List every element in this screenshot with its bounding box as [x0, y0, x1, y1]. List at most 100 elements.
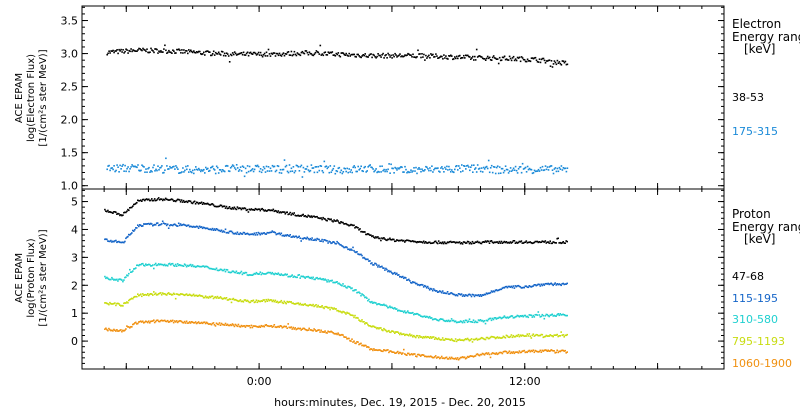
data-point	[397, 55, 399, 57]
data-point	[353, 165, 355, 167]
data-point	[406, 171, 408, 174]
data-point	[223, 297, 226, 299]
data-point	[164, 223, 167, 225]
data-point	[106, 276, 108, 279]
data-point	[475, 171, 478, 173]
data-point	[467, 320, 470, 322]
data-point	[407, 170, 409, 173]
data-point	[396, 331, 398, 333]
data-point	[427, 355, 430, 358]
data-point	[435, 338, 438, 340]
data-point	[446, 291, 449, 293]
data-point	[367, 233, 369, 235]
data-point	[122, 305, 124, 307]
data-point	[445, 242, 448, 245]
data-point	[378, 303, 380, 305]
data-point	[201, 53, 203, 56]
data-point	[433, 318, 436, 320]
data-point	[117, 212, 119, 215]
data-point	[155, 294, 158, 296]
data-point	[557, 313, 559, 315]
data-point	[138, 264, 140, 267]
data-point	[331, 307, 333, 309]
data-point	[459, 356, 462, 359]
data-point	[273, 231, 276, 233]
data-point	[441, 290, 444, 292]
data-point	[116, 278, 118, 281]
data-point	[245, 300, 248, 302]
data-point	[312, 303, 314, 306]
data-point	[550, 314, 552, 316]
data-point	[447, 319, 450, 322]
data-point	[207, 203, 210, 205]
data-point	[167, 199, 170, 201]
data-point	[394, 307, 396, 309]
data-point	[462, 57, 464, 59]
data-point	[148, 222, 150, 225]
data-point	[136, 166, 138, 169]
data-point	[309, 329, 311, 331]
data-point	[355, 289, 357, 291]
data-point	[403, 333, 405, 335]
data-point	[213, 296, 216, 299]
data-point	[344, 167, 346, 170]
data-point	[533, 351, 536, 354]
data-point	[298, 53, 301, 56]
data-point	[454, 320, 457, 322]
data-point	[229, 323, 232, 326]
data-point	[379, 54, 381, 57]
data-point	[240, 324, 243, 327]
data-point	[448, 241, 451, 243]
data-point	[203, 266, 206, 268]
data-point	[185, 165, 187, 168]
data-point	[547, 282, 549, 285]
data-point	[132, 229, 134, 232]
data-point	[514, 242, 517, 244]
data-point	[498, 289, 501, 291]
data-point	[547, 335, 549, 337]
data-point	[214, 268, 217, 271]
data-point	[186, 50, 188, 52]
data-point	[388, 329, 390, 332]
data-point	[416, 334, 418, 337]
data-point	[195, 294, 198, 297]
electron-ylabel-line2: log(Electron Flux)	[26, 54, 37, 142]
data-point	[379, 165, 381, 168]
data-point	[498, 316, 501, 319]
data-point	[341, 333, 343, 336]
data-point	[367, 346, 369, 348]
data-point	[551, 283, 553, 286]
data-point	[128, 209, 130, 212]
data-point	[134, 267, 136, 270]
proton-legend-47-68: 47-68	[732, 270, 764, 283]
data-point	[181, 201, 184, 203]
data-point	[243, 175, 246, 178]
data-point	[566, 282, 568, 285]
data-point	[531, 242, 534, 245]
data-point	[247, 54, 250, 57]
data-point	[250, 274, 253, 276]
data-point	[110, 50, 112, 52]
data-point	[223, 231, 226, 233]
data-point	[314, 216, 316, 218]
data-point	[472, 294, 475, 296]
data-point	[179, 49, 181, 52]
data-point	[196, 168, 198, 171]
data-point	[222, 269, 225, 272]
data-point	[461, 243, 464, 245]
data-point	[244, 167, 247, 170]
data-point	[156, 198, 159, 200]
data-point	[379, 327, 381, 329]
data-point	[502, 316, 505, 319]
data-point	[416, 241, 418, 244]
data-point	[260, 324, 263, 327]
data-point	[318, 169, 321, 172]
data-point	[542, 169, 545, 172]
data-point	[225, 164, 228, 167]
data-point	[271, 209, 274, 212]
data-point	[223, 205, 226, 207]
data-point	[115, 211, 117, 214]
data-point	[426, 166, 428, 169]
data-point	[147, 321, 149, 324]
data-point	[402, 55, 404, 58]
